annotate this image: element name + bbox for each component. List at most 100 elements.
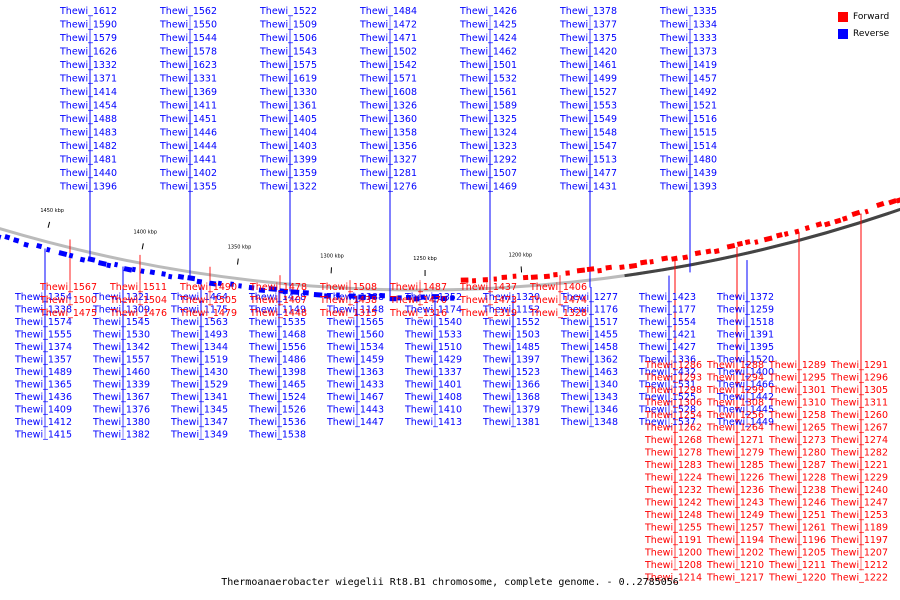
forward-gene-label: Thewi_1268 xyxy=(644,435,702,446)
gene-arrow-forward xyxy=(876,200,885,209)
reverse-gene-label: Thewi_1563 xyxy=(170,317,228,328)
reverse-gene-label: Thewi_1451 xyxy=(159,114,217,125)
reverse-gene-label: Thewi_1433 xyxy=(326,380,384,391)
reverse-gene-label: Thewi_1547 xyxy=(559,141,617,152)
gene-arrow-forward xyxy=(783,231,789,237)
gene-arrow-reverse xyxy=(268,286,278,292)
reverse-gene-label: Thewi_1464 xyxy=(170,292,228,303)
reverse-gene-label: Thewi_1468 xyxy=(248,330,306,341)
reverse-gene-label: Thewi_1522 xyxy=(259,6,317,17)
reverse-gene-label: Thewi_1524 xyxy=(248,392,306,403)
reverse-gene-label: Thewi_1363 xyxy=(326,367,384,378)
gene-arrow-reverse xyxy=(123,266,133,273)
gene-arrow-reverse xyxy=(68,252,74,259)
forward-gene-label: Thewi_1258 xyxy=(768,410,826,421)
reverse-gene-label: Thewi_1506 xyxy=(259,33,317,44)
gene-arrow-reverse xyxy=(0,234,2,240)
reverse-gene-label: Thewi_1352 xyxy=(404,292,462,303)
forward-gene-label: Thewi_1194 xyxy=(706,535,764,546)
reverse-gene-label: Thewi_1430 xyxy=(170,367,228,378)
reverse-gene-label: Thewi_1344 xyxy=(170,342,228,353)
reverse-gene-label: Thewi_1420 xyxy=(559,47,617,58)
forward-gene-label: Thewi_1226 xyxy=(706,473,764,484)
forward-gene-label: Thewi_1265 xyxy=(768,423,826,434)
legend: Forward Reverse xyxy=(838,8,889,42)
reverse-gene-label: Thewi_1514 xyxy=(659,141,717,152)
forward-gene-label: Thewi_1470 xyxy=(389,295,447,306)
map-caption: Thermoanaerobacter wiegelii Rt8.B1 chrom… xyxy=(221,577,679,588)
reverse-gene-label: Thewi_1442 xyxy=(716,392,774,403)
reverse-gene-label: Thewi_1396 xyxy=(59,182,117,193)
gene-arrow-reverse xyxy=(279,288,289,295)
reverse-gene-label: Thewi_1578 xyxy=(159,47,217,58)
reverse-gene-label: Thewi_1375 xyxy=(559,33,617,44)
forward-gene-label: Thewi_1278 xyxy=(644,448,702,459)
forward-gene-label: Thewi_1267 xyxy=(830,423,888,434)
forward-gene-label: Thewi_1448 xyxy=(249,308,307,319)
reverse-gene-label: Thewi_1320 xyxy=(482,292,540,303)
reverse-gene-label: Thewi_1174 xyxy=(404,305,462,316)
reverse-gene-label: Thewi_1424 xyxy=(459,33,517,44)
forward-gene-label: Thewi_1305 xyxy=(830,385,888,396)
forward-gene-label: Thewi_1247 xyxy=(830,498,888,509)
reverse-gene-label: Thewi_1330 xyxy=(259,87,317,98)
gene-arrow-forward xyxy=(605,264,613,271)
gene-arrow-forward xyxy=(576,267,586,274)
forward-gene-label: Thewi_1254 xyxy=(644,410,702,421)
backbone-arc xyxy=(0,207,900,292)
reverse-gene-label: Thewi_1382 xyxy=(92,430,150,441)
forward-gene-label: Thewi_1264 xyxy=(706,423,764,434)
reverse-gene-label: Thewi_1502 xyxy=(359,47,417,58)
reverse-gene-label: Thewi_1403 xyxy=(259,141,317,152)
reverse-gene-label: Thewi_1463 xyxy=(560,367,618,378)
gene-arrow-forward xyxy=(851,209,861,217)
reverse-gene-label: Thewi_1501 xyxy=(459,60,517,71)
reverse-gene-label: Thewi_1378 xyxy=(559,6,617,17)
gene-arrow-forward xyxy=(794,228,800,235)
gene-arrow-reverse xyxy=(4,234,11,241)
reverse-gene-label: Thewi_1518 xyxy=(716,317,774,328)
reverse-gene-label: Thewi_1533 xyxy=(404,330,462,341)
reverse-gene-label: Thewi_1343 xyxy=(560,392,618,403)
reverse-gene-label: Thewi_1523 xyxy=(482,367,540,378)
reverse-gene-label: Thewi_1428 xyxy=(248,292,306,303)
gene-arrow-forward xyxy=(775,232,783,239)
reverse-gene-label: Thewi_1493 xyxy=(170,330,228,341)
reverse-gene-label: Thewi_1334 xyxy=(659,20,717,31)
gene-arrow-reverse xyxy=(36,242,43,250)
reverse-gene-label: Thewi_1481 xyxy=(59,155,117,166)
reverse-gene-label: Thewi_1371 xyxy=(59,74,117,85)
reverse-gene-label: Thewi_1367 xyxy=(92,392,150,403)
reverse-gene-label: Thewi_1292 xyxy=(459,155,517,166)
forward-gene-label: Thewi_1214 xyxy=(644,573,702,584)
forward-gene-label: Thewi_1248 xyxy=(644,510,702,521)
reverse-gene-label: Thewi_1449 xyxy=(716,417,774,428)
reverse-gene-label: Thewi_1322 xyxy=(259,182,317,193)
gene-arrow-forward xyxy=(543,273,551,280)
reverse-gene-label: Thewi_1149 xyxy=(248,305,306,316)
reverse-gene-label: Thewi_1513 xyxy=(559,155,617,166)
reverse-gene-label: Thewi_1426 xyxy=(459,6,517,17)
forward-gene-label: Thewi_1490 xyxy=(179,282,237,293)
reverse-gene-label: Thewi_1460 xyxy=(92,367,150,378)
gene-arrow-layer xyxy=(0,197,900,302)
reverse-gene-label: Thewi_1560 xyxy=(326,330,384,341)
gene-arrow-reverse xyxy=(45,246,51,253)
reverse-gene-label: Thewi_1321 xyxy=(92,292,150,303)
reverse-gene-label: Thewi_1503 xyxy=(482,330,540,341)
forward-gene-label: Thewi_1283 xyxy=(644,460,702,471)
forward-gene-label: Thewi_1221 xyxy=(830,460,888,471)
reverse-gene-label: Thewi_1175 xyxy=(170,305,228,316)
reverse-gene-label: Thewi_1331 xyxy=(159,74,217,85)
gene-arrow-reverse xyxy=(131,266,136,273)
gene-arrow-forward xyxy=(619,264,625,270)
reverse-gene-label: Thewi_1432 xyxy=(638,367,696,378)
scale-tick xyxy=(47,221,51,228)
reverse-gene-label: Thewi_1531 xyxy=(638,380,696,391)
reverse-gene-label: Thewi_1544 xyxy=(159,33,217,44)
scale-tick-label: 1450 kbp xyxy=(40,208,64,214)
reverse-gene-label: Thewi_1565 xyxy=(326,317,384,328)
forward-gene-label: Thewi_1504 xyxy=(109,295,167,306)
